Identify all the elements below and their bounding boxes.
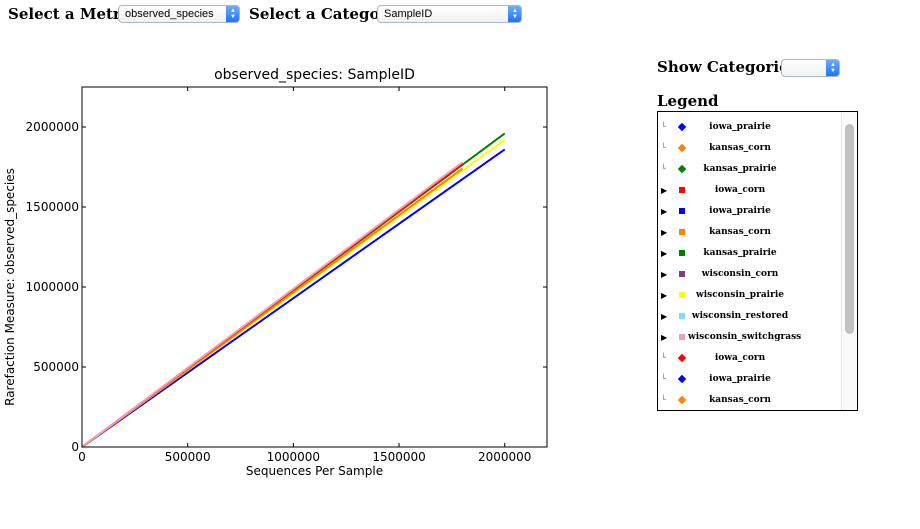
expand-arrow-icon[interactable]: ▶	[661, 248, 668, 258]
legend-item-label: wisconsin_corn	[701, 269, 779, 279]
rarefaction-chart: observed_species: SampleID 0 500000 1000000…	[3, 67, 548, 478]
chart-title: observed_species: SampleID	[214, 67, 415, 83]
metric-select-value: observed_species	[125, 8, 214, 20]
legend-item[interactable]: ▶ kansas_prairie	[658, 244, 843, 265]
select-arrows-icon: ▲ ▼	[226, 6, 239, 22]
legend-item-label: iowa_prairie	[709, 206, 771, 216]
category-select[interactable]: SampleID ▲ ▼	[377, 5, 522, 23]
metric-label: Select a Metric:	[8, 5, 142, 23]
legend-item[interactable]: ▶ iowa_prairie	[658, 202, 843, 223]
x-axis-label: Sequences Per Sample	[246, 464, 383, 478]
legend-item[interactable]: ▶ wisconsin_restored	[658, 307, 843, 328]
select-arrows-icon: ▲ ▼	[508, 6, 521, 22]
expand-arrow-icon[interactable]: ▶	[661, 269, 668, 279]
legend-item-label: kansas_prairie	[703, 164, 777, 174]
y-tick-label: 1000000	[26, 280, 79, 294]
diamond-marker-icon[interactable]	[677, 374, 687, 384]
diamond-marker-icon[interactable]	[677, 353, 687, 363]
legend-item-label: iowa_corn	[714, 185, 766, 195]
tree-leaf-icon: └	[661, 142, 666, 152]
show-categories-label: Show Categories:	[657, 58, 803, 76]
show-categories-select[interactable]: ▲ ▼	[781, 59, 840, 77]
square-marker-icon[interactable]	[679, 334, 685, 340]
expand-arrow-icon[interactable]: ▶	[661, 290, 668, 300]
legend-item-label: iowa_corn	[714, 353, 766, 363]
square-marker-icon[interactable]	[679, 292, 685, 298]
legend-item[interactable]: └ iowa_corn	[658, 349, 843, 370]
tree-leaf-icon: └	[661, 163, 666, 173]
legend-panel[interactable]: └ iowa_prairie └ kansas_corn └ kansas_prairie…	[657, 111, 858, 411]
diamond-marker-icon[interactable]	[677, 395, 687, 405]
expand-arrow-icon[interactable]: ▶	[661, 311, 668, 321]
legend-item-label: kansas_corn	[709, 227, 771, 237]
category-label: Select a Category:	[249, 5, 402, 23]
series-line-0	[81, 148, 506, 448]
x-tick-label: 1500000	[372, 450, 425, 464]
tree-leaf-icon: └	[661, 352, 666, 362]
expand-arrow-icon[interactable]: ▶	[661, 206, 668, 216]
legend-item[interactable]: ▶ wisconsin_prairie	[658, 286, 843, 307]
legend-item[interactable]: ▶ iowa_corn	[658, 181, 843, 202]
legend-item-label: kansas_corn	[709, 395, 771, 405]
y-tick-label: 0	[71, 440, 79, 454]
legend-item-label: wisconsin_prairie	[696, 290, 784, 300]
metric-select[interactable]: observed_species ▲ ▼	[118, 5, 240, 23]
expand-arrow-icon[interactable]: ▶	[661, 185, 668, 195]
x-tick-label: 0	[78, 450, 86, 464]
legend-scroll-track[interactable]	[841, 112, 857, 410]
legend-item[interactable]: └ iowa_prairie	[658, 118, 843, 139]
legend-item-label: iowa_prairie	[709, 122, 771, 132]
square-marker-icon[interactable]	[679, 208, 685, 214]
x-tick-label: 1000000	[267, 450, 320, 464]
legend-item-label: wisconsin_restored	[691, 311, 789, 321]
diamond-marker-icon[interactable]	[677, 164, 687, 174]
legend-item[interactable]: ▶ kansas_corn	[658, 223, 843, 244]
legend-scrollbar[interactable]	[845, 124, 854, 334]
category-select-value: SampleID	[384, 8, 433, 20]
y-tick-label: 500000	[33, 360, 79, 374]
square-marker-icon[interactable]	[679, 187, 685, 193]
legend-item-label: wisconsin_switchgrass	[688, 332, 802, 342]
legend-item[interactable]: └ kansas_corn	[658, 391, 843, 410]
legend-title: Legend	[657, 92, 719, 110]
square-marker-icon[interactable]	[679, 250, 685, 256]
diamond-marker-icon[interactable]	[677, 122, 687, 132]
square-marker-icon[interactable]	[679, 271, 685, 277]
square-marker-icon[interactable]	[679, 313, 685, 319]
legend-item[interactable]: ▶ wisconsin_switchgrass	[658, 328, 843, 349]
legend-item-label: kansas_corn	[709, 143, 771, 153]
x-tick-label: 500000	[165, 450, 211, 464]
legend-item[interactable]: ▶ wisconsin_corn	[658, 265, 843, 286]
series-line-5	[81, 161, 464, 448]
y-tick-label: 2000000	[26, 120, 79, 134]
x-tick-label: 2000000	[478, 450, 531, 464]
square-marker-icon[interactable]	[679, 229, 685, 235]
y-axis-label: Rarefaction Measure: observed_species	[3, 168, 17, 406]
tree-leaf-icon: └	[661, 394, 666, 404]
legend-item-label: iowa_prairie	[709, 374, 771, 384]
tree-leaf-icon: └	[661, 121, 666, 131]
legend-item[interactable]: └ kansas_corn	[658, 139, 843, 160]
diamond-marker-icon[interactable]	[677, 143, 687, 153]
expand-arrow-icon[interactable]: ▶	[661, 227, 668, 237]
tree-leaf-icon: └	[661, 373, 666, 383]
expand-arrow-icon[interactable]: ▶	[661, 332, 668, 342]
legend-item-label: kansas_prairie	[703, 248, 777, 258]
y-tick-label: 1500000	[26, 200, 79, 214]
select-arrows-icon: ▲ ▼	[826, 60, 839, 76]
legend-item[interactable]: └ iowa_prairie	[658, 370, 843, 391]
legend-item[interactable]: └ kansas_prairie	[658, 160, 843, 181]
plot-frame	[81, 86, 548, 448]
